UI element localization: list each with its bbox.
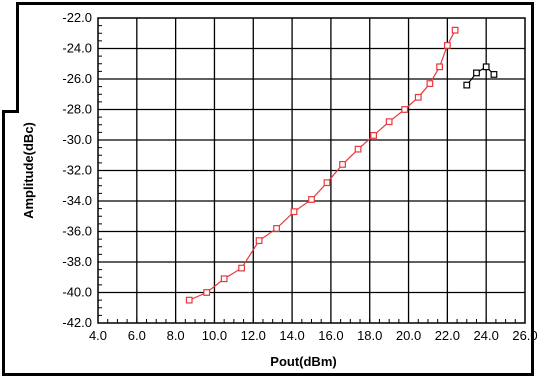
series-1-point <box>401 106 409 113</box>
y-tick-label: -28.0 <box>62 102 92 117</box>
series-1-point <box>443 42 451 49</box>
x-tick-label: 16.0 <box>318 328 343 343</box>
y-tick-label: -38.0 <box>62 254 92 269</box>
series-1-point <box>203 289 211 296</box>
x-tick-label: 12.0 <box>241 328 266 343</box>
y-tick-label: -34.0 <box>62 193 92 208</box>
x-tick-label: 14.0 <box>279 328 304 343</box>
series-1-point <box>354 145 362 153</box>
series-1-point <box>220 275 228 283</box>
x-tick-label: 4.0 <box>89 328 107 343</box>
series-2-point <box>473 69 480 77</box>
series-line-2 <box>466 66 495 86</box>
series-1-point <box>273 225 280 232</box>
series-1-point <box>436 63 443 71</box>
series-1-point <box>185 296 193 304</box>
x-tick-label: 8.0 <box>167 328 185 343</box>
x-tick-label: 18.0 <box>357 328 382 343</box>
x-tick-label: 10.0 <box>202 328 227 343</box>
series-1-point <box>414 93 422 101</box>
series-1-point <box>385 118 393 126</box>
y-tick-label: -30.0 <box>62 132 92 147</box>
x-axis-title: Pout(dBm) <box>270 354 336 369</box>
series-2-point <box>490 71 498 78</box>
series-1-point <box>323 179 331 187</box>
x-tick-label: 26.0 <box>512 328 537 343</box>
frame-notch <box>2 2 19 113</box>
y-tick-label: -22.0 <box>62 10 92 25</box>
y-tick-label: -32.0 <box>62 163 92 178</box>
y-axis-title: Amplitude(dBc) <box>21 122 36 219</box>
y-tick-label: -42.0 <box>62 315 92 330</box>
x-tick-label: 22.0 <box>435 328 460 343</box>
series-1-point <box>255 237 263 245</box>
series-1-point <box>290 208 298 216</box>
x-tick-label: 6.0 <box>128 328 146 343</box>
series-1-point <box>238 264 246 272</box>
series-2-point <box>482 63 490 71</box>
y-tick-label: -26.0 <box>62 71 92 86</box>
series-1-point <box>370 132 378 139</box>
series-1-point <box>426 80 434 87</box>
series-1-point <box>339 161 346 168</box>
chart-frame <box>2 2 534 376</box>
y-tick-label: -36.0 <box>62 224 92 239</box>
y-tick-label: -40.0 <box>62 285 92 300</box>
series-2-point <box>463 81 471 89</box>
series-1-point <box>308 196 315 203</box>
x-tick-label: 24.0 <box>474 328 499 343</box>
series-1-point <box>451 26 459 34</box>
y-tick-label: -24.0 <box>62 41 92 56</box>
x-tick-label: 20.0 <box>396 328 421 343</box>
